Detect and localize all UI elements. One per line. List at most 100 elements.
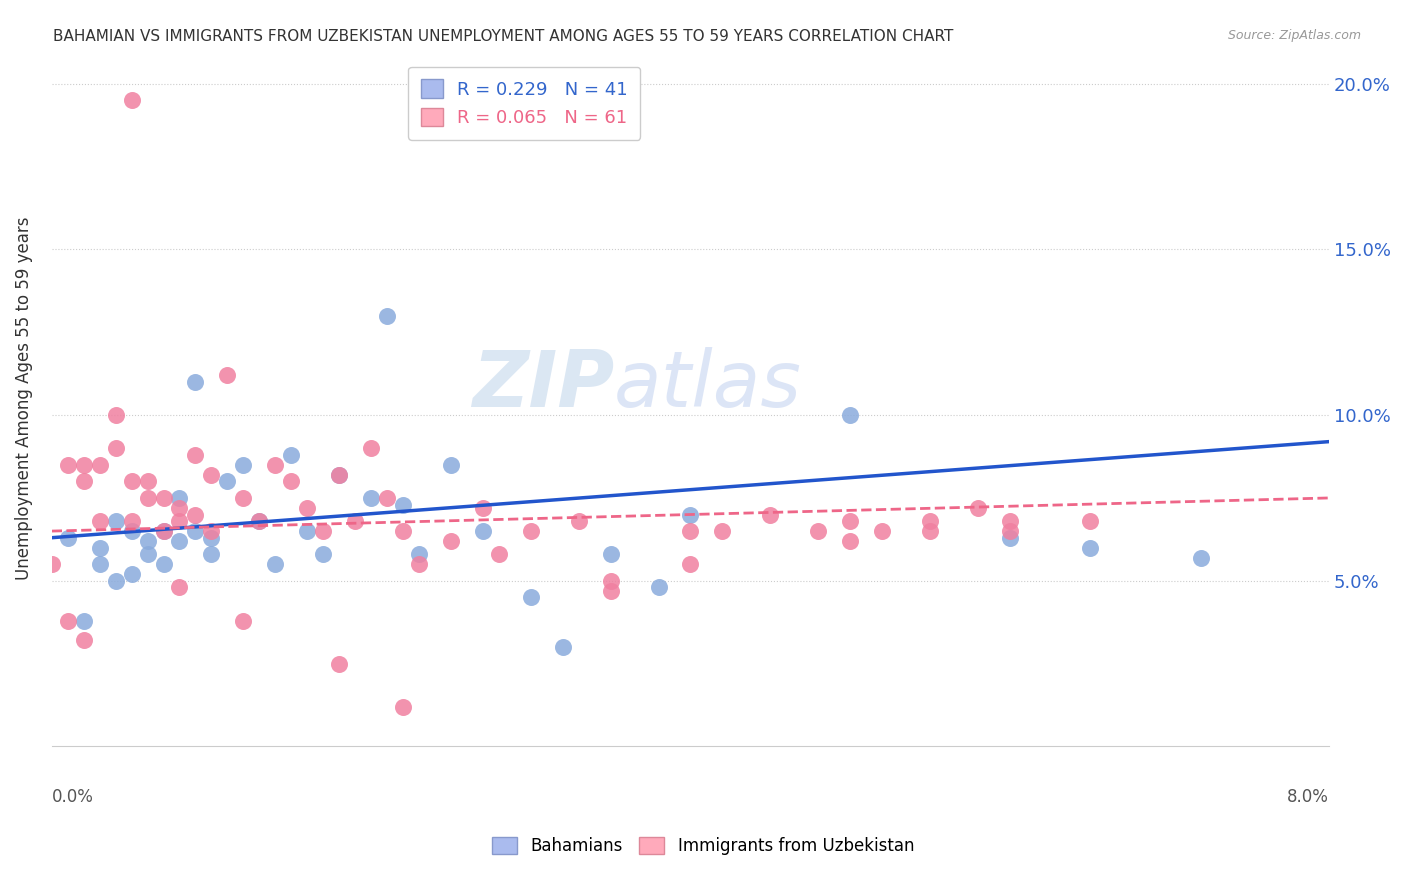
Point	[152, 558, 174, 572]
Point	[121, 514, 143, 528]
Text: 0.0%: 0.0%	[52, 789, 94, 806]
Point	[839, 534, 862, 549]
Point	[440, 534, 463, 549]
Point	[759, 508, 782, 522]
Point	[217, 475, 239, 489]
Point	[375, 491, 398, 505]
Point	[169, 500, 191, 515]
Point	[360, 442, 382, 456]
Text: atlas: atlas	[614, 347, 801, 423]
Point	[392, 498, 415, 512]
Point	[89, 458, 111, 472]
Point	[360, 491, 382, 505]
Point	[73, 633, 96, 648]
Point	[232, 458, 254, 472]
Text: Source: ZipAtlas.com: Source: ZipAtlas.com	[1227, 29, 1361, 42]
Point	[392, 699, 415, 714]
Y-axis label: Unemployment Among Ages 55 to 59 years: Unemployment Among Ages 55 to 59 years	[15, 217, 32, 581]
Point	[1078, 514, 1101, 528]
Point	[89, 541, 111, 555]
Point	[169, 581, 191, 595]
Point	[56, 531, 79, 545]
Point	[264, 558, 287, 572]
Point	[647, 581, 669, 595]
Legend: R = 0.229   N = 41, R = 0.065   N = 61: R = 0.229 N = 41, R = 0.065 N = 61	[408, 67, 640, 140]
Point	[41, 558, 63, 572]
Text: 8.0%: 8.0%	[1288, 789, 1329, 806]
Point	[599, 574, 621, 588]
Point	[152, 524, 174, 538]
Point	[152, 524, 174, 538]
Legend: Bahamians, Immigrants from Uzbekistan: Bahamians, Immigrants from Uzbekistan	[485, 830, 921, 862]
Point	[679, 524, 702, 538]
Point	[89, 514, 111, 528]
Point	[568, 514, 591, 528]
Point	[551, 640, 574, 654]
Point	[711, 524, 734, 538]
Point	[375, 309, 398, 323]
Point	[73, 614, 96, 628]
Point	[136, 491, 159, 505]
Point	[297, 500, 319, 515]
Point	[966, 500, 988, 515]
Point	[104, 442, 127, 456]
Point	[217, 368, 239, 383]
Point	[471, 500, 494, 515]
Point	[520, 524, 543, 538]
Point	[73, 475, 96, 489]
Point	[998, 524, 1021, 538]
Point	[392, 524, 415, 538]
Point	[200, 531, 222, 545]
Point	[998, 531, 1021, 545]
Point	[440, 458, 463, 472]
Point	[184, 375, 207, 389]
Point	[918, 524, 941, 538]
Point	[169, 534, 191, 549]
Point	[232, 614, 254, 628]
Point	[408, 558, 430, 572]
Point	[152, 491, 174, 505]
Point	[870, 524, 893, 538]
Point	[1189, 550, 1212, 565]
Point	[169, 491, 191, 505]
Point	[56, 458, 79, 472]
Point	[408, 547, 430, 561]
Point	[169, 514, 191, 528]
Point	[312, 547, 335, 561]
Point	[247, 514, 270, 528]
Point	[328, 467, 350, 482]
Point	[471, 524, 494, 538]
Point	[121, 475, 143, 489]
Point	[679, 508, 702, 522]
Point	[89, 558, 111, 572]
Point	[184, 524, 207, 538]
Point	[1078, 541, 1101, 555]
Point	[121, 524, 143, 538]
Point	[104, 408, 127, 422]
Point	[344, 514, 367, 528]
Point	[136, 534, 159, 549]
Point	[56, 614, 79, 628]
Point	[200, 524, 222, 538]
Point	[998, 514, 1021, 528]
Point	[247, 514, 270, 528]
Point	[200, 547, 222, 561]
Point	[184, 508, 207, 522]
Point	[184, 448, 207, 462]
Point	[73, 458, 96, 472]
Point	[280, 475, 302, 489]
Text: BAHAMIAN VS IMMIGRANTS FROM UZBEKISTAN UNEMPLOYMENT AMONG AGES 55 TO 59 YEARS CO: BAHAMIAN VS IMMIGRANTS FROM UZBEKISTAN U…	[53, 29, 953, 44]
Point	[264, 458, 287, 472]
Point	[297, 524, 319, 538]
Point	[136, 547, 159, 561]
Point	[121, 567, 143, 582]
Point	[328, 467, 350, 482]
Point	[679, 558, 702, 572]
Point	[200, 467, 222, 482]
Point	[232, 491, 254, 505]
Point	[136, 475, 159, 489]
Point	[839, 514, 862, 528]
Point	[520, 591, 543, 605]
Point	[599, 547, 621, 561]
Text: ZIP: ZIP	[471, 347, 614, 423]
